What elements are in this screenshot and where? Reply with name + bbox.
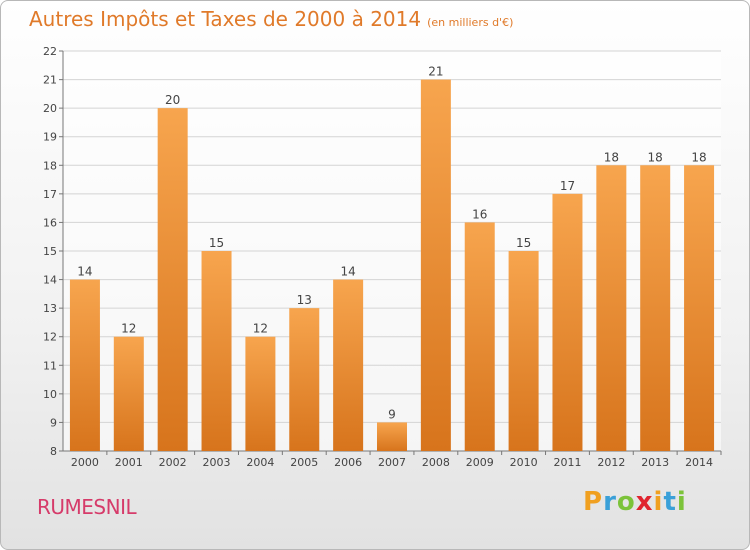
y-tick-label: 9 [50,416,57,429]
chart-unit: (en milliers d'€) [427,16,514,29]
y-tick-label: 10 [43,388,57,401]
x-tick-label: 2003 [203,456,231,469]
x-tick-label: 2008 [422,456,450,469]
logo-letter: x [635,487,654,517]
data-label: 20 [165,93,180,107]
y-tick-label: 8 [50,445,57,458]
x-tick-label: 2002 [159,456,187,469]
bar [508,251,539,451]
proxiti-logo: Proxiti [583,487,687,517]
y-tick-label: 20 [43,102,57,115]
y-tick-label: 18 [43,159,57,172]
bar [157,108,188,452]
data-label: 12 [253,322,268,336]
logo-letter: i [676,487,687,517]
x-tick-label: 2012 [597,456,625,469]
y-tick-label: 16 [43,216,57,229]
bar [684,165,715,452]
y-tick-label: 21 [43,74,57,87]
y-tick-label: 15 [43,245,57,258]
bar [640,165,671,452]
bar [596,165,627,452]
data-label: 18 [691,150,706,164]
data-label: 9 [388,407,396,421]
x-tick-label: 2001 [115,456,143,469]
bar [245,336,276,451]
logo-letter: r [603,487,617,517]
chart-title: Autres Impôts et Taxes de 2000 à 2014 (en… [29,7,513,31]
x-tick-label: 2010 [510,456,538,469]
y-tick-label: 14 [43,274,57,287]
x-tick-label: 2014 [685,456,713,469]
x-tick-label: 2009 [466,456,494,469]
data-label: 18 [648,150,663,164]
x-tick-label: 2004 [246,456,274,469]
data-label: 15 [516,236,531,250]
x-tick-label: 2011 [553,456,581,469]
data-label: 13 [297,293,312,307]
data-label: 17 [560,179,575,193]
bar [201,251,232,451]
bar [69,279,100,451]
data-label: 14 [340,265,355,279]
bar [289,308,320,451]
bar [113,336,144,451]
bar [420,79,451,452]
y-tick-label: 13 [43,302,57,315]
data-label: 21 [428,65,443,79]
x-tick-label: 2007 [378,456,406,469]
x-tick-label: 2000 [71,456,99,469]
x-tick-label: 2005 [290,456,318,469]
y-tick-label: 22 [43,45,57,58]
y-tick-label: 12 [43,331,57,344]
logo-letter: P [583,487,604,517]
commune-name: RUMESNIL [37,495,137,519]
data-label: 18 [604,150,619,164]
bar [333,279,364,451]
x-tick-label: 2013 [641,456,669,469]
bar [552,193,583,451]
logo-letter: o [616,487,636,517]
data-label: 12 [121,322,136,336]
data-label: 14 [77,265,92,279]
logo-letter: i [653,487,664,517]
bar [377,422,407,451]
y-tick-label: 11 [43,359,57,372]
y-tick-label: 17 [43,188,57,201]
logo-letter: t [663,487,677,517]
data-label: 16 [472,207,487,221]
x-tick-label: 2006 [334,456,362,469]
bar [464,222,495,451]
y-tick-label: 19 [43,131,57,144]
chart-title-text: Autres Impôts et Taxes de 2000 à 2014 [29,7,422,31]
data-label: 15 [209,236,224,250]
